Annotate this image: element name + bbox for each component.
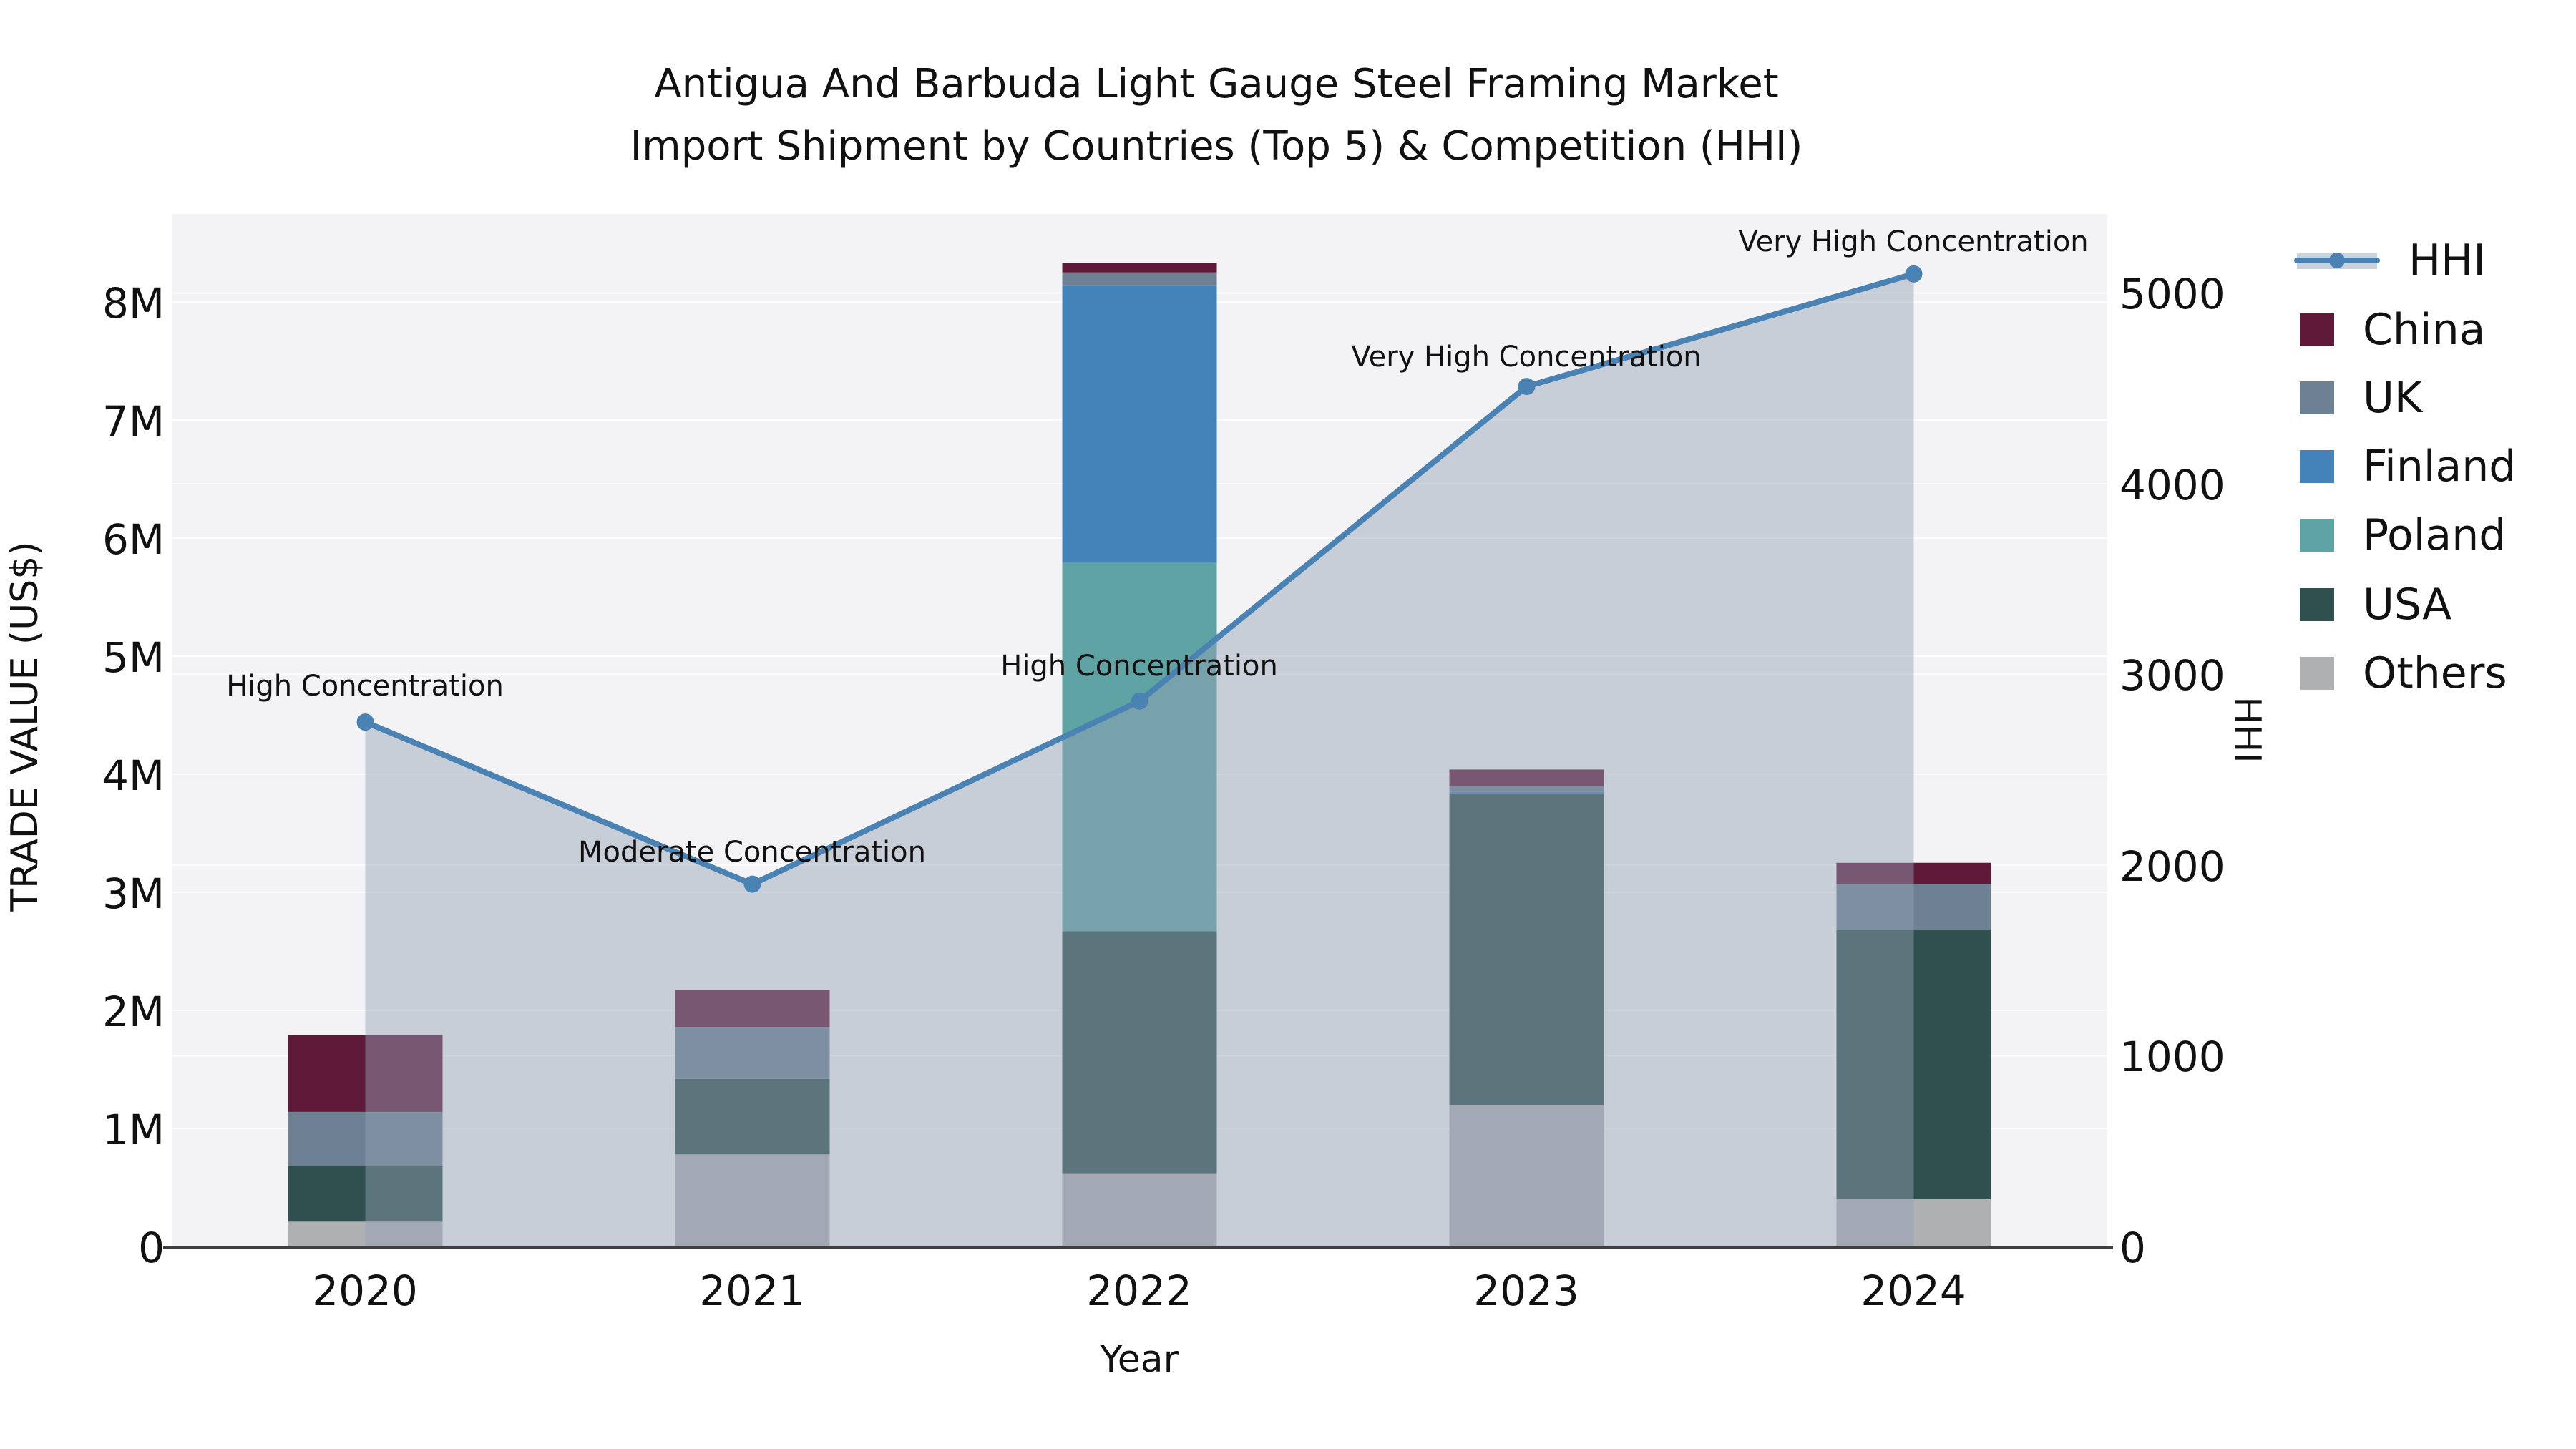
legend-label-china: China bbox=[2363, 305, 2486, 355]
legend-item-others: Others bbox=[2294, 648, 2507, 698]
x-tick-2023: 2023 bbox=[1473, 1267, 1579, 1315]
bar-segment-2023-others bbox=[1449, 1105, 1604, 1246]
others-swatch-icon bbox=[2300, 657, 2334, 690]
left-axis-title: TRADE VALUE (US$) bbox=[4, 541, 47, 912]
x-tick-2021: 2021 bbox=[699, 1267, 805, 1315]
left-axis-tick-7m: 7M bbox=[102, 397, 165, 446]
bar-segment-2024-china bbox=[1836, 862, 1991, 884]
legend-label-others: Others bbox=[2363, 648, 2507, 698]
right-axis-tick-3000: 3000 bbox=[2119, 651, 2225, 700]
poland-swatch-icon bbox=[2300, 519, 2334, 552]
left-axis-tick-8m: 8M bbox=[102, 279, 165, 328]
chart-title-line1: Antigua And Barbuda Light Gauge Steel Fr… bbox=[654, 61, 1779, 107]
left-axis-tick-1m: 1M bbox=[102, 1106, 165, 1154]
bar-segment-2020-uk bbox=[288, 1111, 443, 1166]
legend-item-uk: UK bbox=[2294, 373, 2422, 423]
right-axis-tick-0: 0 bbox=[2119, 1224, 2146, 1272]
bar-segment-2021-usa bbox=[675, 1078, 830, 1155]
hhi-marker-2022 bbox=[1131, 692, 1148, 710]
bar-segment-2022-china bbox=[1062, 263, 1217, 273]
legend-label-uk: UK bbox=[2363, 373, 2423, 423]
left-axis-tick-4m: 4M bbox=[102, 751, 165, 800]
bar-segment-2020-usa bbox=[288, 1166, 443, 1222]
bar-segment-2022-usa bbox=[1062, 931, 1217, 1174]
x-tick-2024: 2024 bbox=[1860, 1267, 1966, 1315]
bar-segment-2022-poland bbox=[1062, 562, 1217, 932]
bar-segment-2024-uk bbox=[1836, 884, 1991, 930]
legend-item-usa: USA bbox=[2294, 580, 2451, 630]
right-axis-tick-4000: 4000 bbox=[2119, 461, 2225, 509]
bar-segment-2021-others bbox=[675, 1154, 830, 1246]
chart-title-line2: Import Shipment by Countries (Top 5) & C… bbox=[630, 123, 1803, 170]
legend-label-poland: Poland bbox=[2363, 510, 2507, 560]
hhi-legend-swatch bbox=[2294, 244, 2380, 277]
legend-item-poland: Poland bbox=[2294, 510, 2506, 560]
annotation-2021: Moderate Concentration bbox=[578, 836, 926, 869]
hhi-marker-2024 bbox=[1905, 265, 1923, 283]
bar-segment-2023-china bbox=[1449, 769, 1604, 786]
right-axis-tick-1000: 1000 bbox=[2119, 1033, 2225, 1081]
annotation-2022: High Concentration bbox=[1000, 650, 1278, 683]
hhi-marker-swatch bbox=[2329, 253, 2345, 268]
usa-swatch-icon bbox=[2300, 588, 2334, 621]
bar-segment-2021-uk bbox=[675, 1027, 830, 1079]
x-tick-2020: 2020 bbox=[312, 1267, 418, 1315]
bar-segment-2023-usa bbox=[1449, 794, 1604, 1105]
bar-segment-2022-uk bbox=[1062, 272, 1217, 286]
bar-segment-2020-others bbox=[288, 1221, 443, 1246]
finland-swatch-icon bbox=[2300, 450, 2334, 483]
legend-item-finland: Finland bbox=[2294, 441, 2516, 492]
hhi-area-fill bbox=[365, 273, 1914, 1247]
left-axis-tick-5m: 5M bbox=[102, 633, 165, 682]
x-axis-title: Year bbox=[1099, 1338, 1179, 1381]
left-axis-tick-2m: 2M bbox=[102, 987, 165, 1036]
bar-segment-2023-uk bbox=[1449, 786, 1604, 792]
left-axis-tick-6m: 6M bbox=[102, 515, 165, 564]
bar-segment-2023-finland bbox=[1449, 791, 1604, 795]
bar-segment-2020-china bbox=[288, 1035, 443, 1112]
left-axis-tick-0: 0 bbox=[138, 1224, 165, 1272]
bar-segment-2022-others bbox=[1062, 1173, 1217, 1246]
legend-item-hhi: HHI bbox=[2294, 235, 2486, 286]
annotation-2023: Very High Concentration bbox=[1351, 341, 1702, 374]
bar-segment-2024-others bbox=[1836, 1199, 1991, 1246]
hhi-marker-2023 bbox=[1518, 378, 1536, 396]
x-tick-2022: 2022 bbox=[1086, 1267, 1192, 1315]
annotation-2020: High Concentration bbox=[226, 670, 504, 703]
china-swatch-icon bbox=[2300, 313, 2334, 346]
legend-label-usa: USA bbox=[2363, 580, 2452, 630]
right-axis-tick-2000: 2000 bbox=[2119, 842, 2225, 891]
left-axis-tick-3m: 3M bbox=[102, 869, 165, 918]
bar-segment-2022-finland bbox=[1062, 285, 1217, 563]
annotation-2024: Very High Concentration bbox=[1738, 225, 2089, 258]
hhi-marker-2020 bbox=[356, 713, 374, 731]
right-axis-title: HHI bbox=[2225, 696, 2268, 763]
hhi-marker-2021 bbox=[743, 875, 761, 893]
legend-item-china: China bbox=[2294, 305, 2485, 355]
bar-segment-2021-china bbox=[675, 990, 830, 1028]
uk-swatch-icon bbox=[2300, 381, 2334, 414]
bar-segment-2024-usa bbox=[1836, 930, 1991, 1199]
legend-label-hhi: HHI bbox=[2409, 235, 2486, 286]
right-axis-tick-5000: 5000 bbox=[2119, 270, 2225, 318]
legend-label-finland: Finland bbox=[2363, 441, 2517, 492]
